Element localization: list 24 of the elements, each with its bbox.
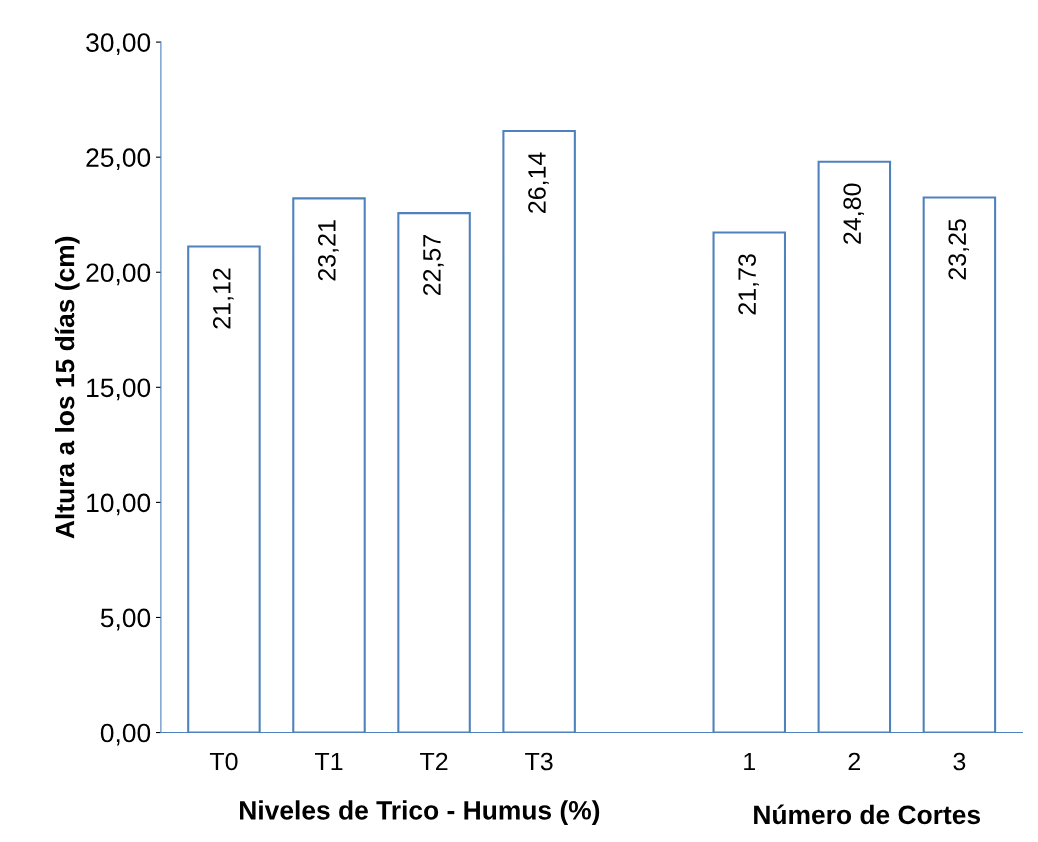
data-label: 21,73: [738, 254, 759, 315]
y-tick-label: 0,00: [100, 723, 151, 746]
data-label: 22,57: [423, 235, 444, 296]
y-tick-label: 25,00: [86, 148, 151, 171]
x-tick-label: 2: [848, 752, 861, 771]
x-tick-label: 3: [953, 752, 966, 771]
y-tick-label: 15,00: [87, 378, 151, 401]
y-axis-title: Altura a los 15 días (cm): [54, 236, 80, 539]
text: Número de Cortes: [754, 804, 981, 825]
data-label: 24,80: [843, 183, 864, 244]
y-tick-label: 10,00: [87, 493, 151, 516]
data-label: 21,12: [212, 268, 234, 329]
x-tick-label: 1: [744, 752, 755, 771]
x-tick-label: T0: [209, 752, 238, 771]
data-label: 26,14: [528, 152, 549, 213]
x-axis-title: Niveles de Trico - Humus (%): [240, 800, 600, 825]
data-label: 23,21: [318, 220, 339, 281]
x-tick-label: T1: [314, 752, 343, 771]
y-tick-label: 5,00: [100, 608, 151, 631]
y-tick-label: 20,00: [86, 263, 151, 286]
y-tick-label: 30,00: [86, 33, 151, 56]
data-label: 23,25: [948, 219, 970, 280]
x-tick-label: T2: [420, 752, 448, 771]
x-tick-label: T3: [525, 752, 553, 771]
